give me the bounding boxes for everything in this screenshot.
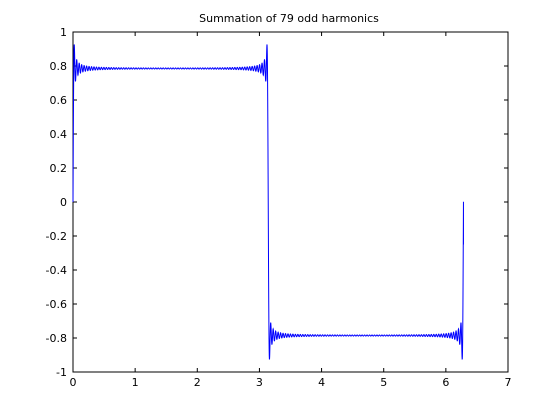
series-line: [72, 44, 464, 360]
x-tick-label: 3: [256, 376, 263, 389]
y-tick-label: -0.2: [46, 230, 67, 243]
x-tick-label: 6: [442, 376, 449, 389]
y-tick-label: -1: [56, 366, 67, 379]
x-tick-label: 2: [194, 376, 201, 389]
plot-area: [72, 31, 509, 373]
x-tick-label: 5: [380, 376, 387, 389]
y-tick-label: 0.6: [50, 94, 68, 107]
y-tick-label: -0.4: [46, 264, 67, 277]
x-axis: 0 1 2 3 4 5 6 7: [70, 32, 512, 389]
x-tick-label: 7: [505, 376, 512, 389]
y-tick-label: 0.8: [50, 60, 68, 73]
y-tick-label: 0: [60, 196, 67, 209]
x-tick-label: 1: [132, 376, 139, 389]
y-tick-label: -0.8: [46, 332, 67, 345]
y-tick-label: 1: [60, 26, 67, 39]
x-tick-label: 0: [70, 376, 77, 389]
y-axis: -1 -0.8 -0.6 -0.4 -0.2 0 0.2 0.4 0.6 0.8 1: [46, 26, 508, 379]
y-tick-label: -0.6: [46, 298, 67, 311]
y-tick-label: 0.4: [50, 128, 68, 141]
chart-title: Summation of 79 odd harmonics: [199, 12, 379, 25]
y-tick-label: 0.2: [50, 162, 68, 175]
x-tick-label: 4: [318, 376, 325, 389]
